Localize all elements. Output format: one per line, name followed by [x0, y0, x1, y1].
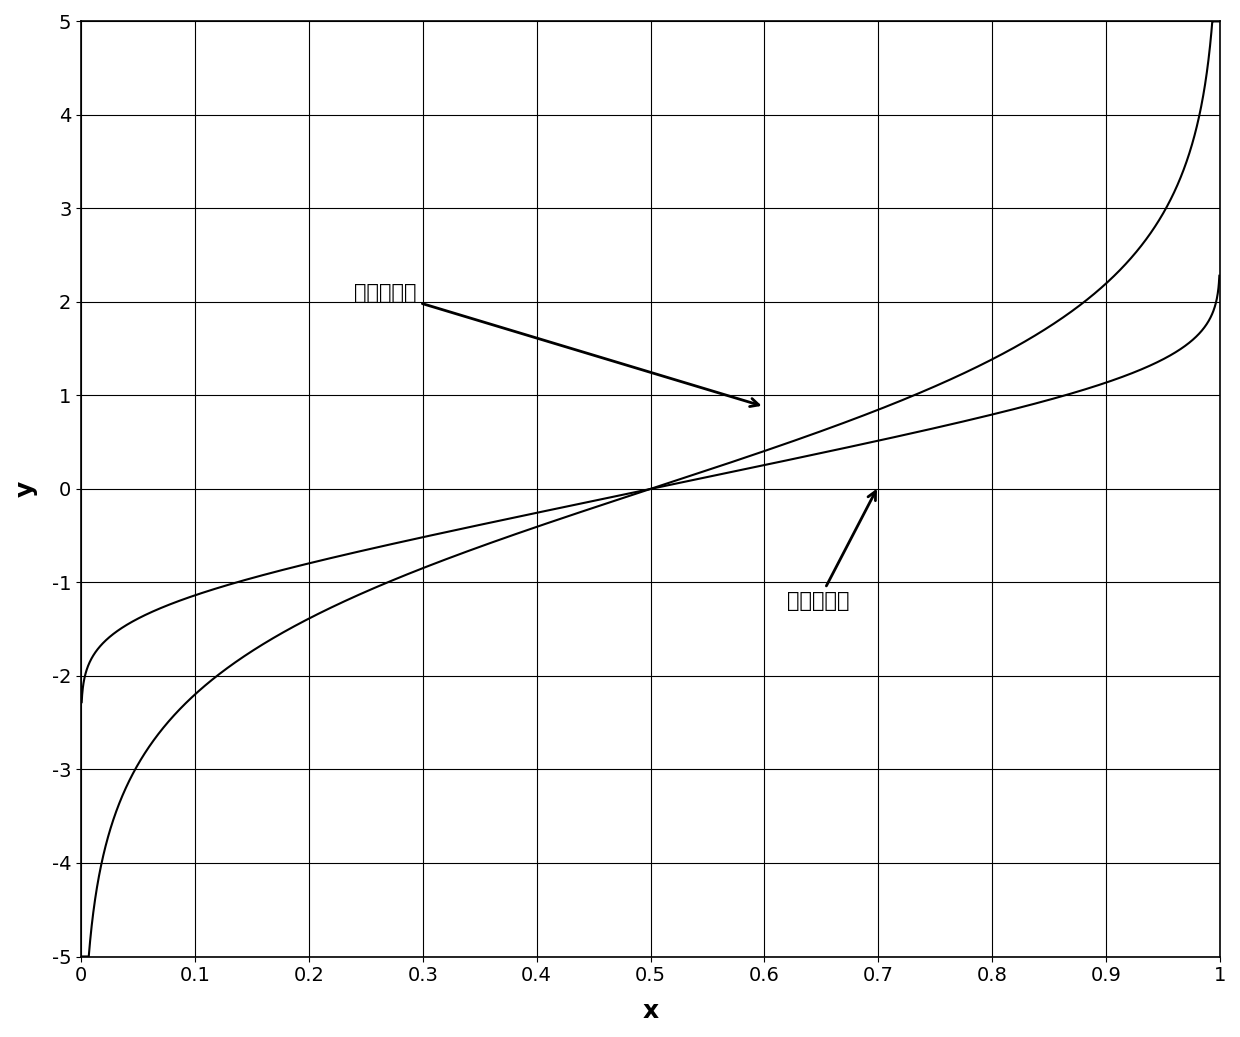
Text: 双指数变换: 双指数变换 [787, 492, 875, 611]
Y-axis label: y: y [14, 481, 38, 497]
X-axis label: x: x [642, 999, 658, 1024]
Text: 单指数变换: 单指数变换 [355, 282, 759, 407]
